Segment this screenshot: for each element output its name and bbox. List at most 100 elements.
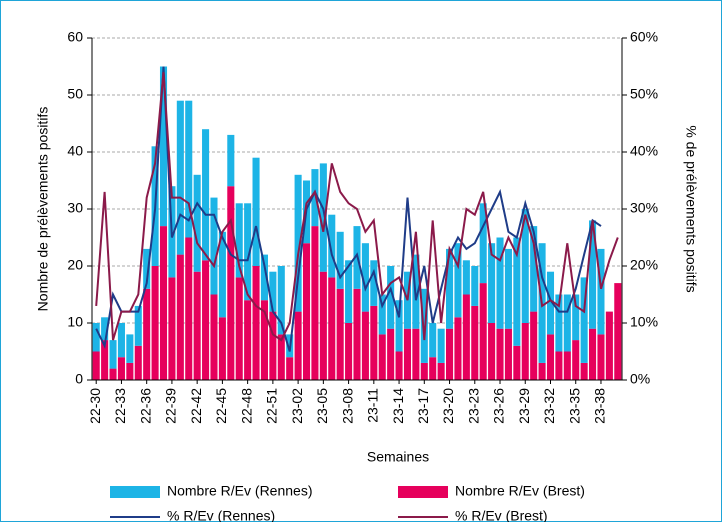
bar — [488, 243, 496, 323]
legend-label: % R/Ev (Rennes) — [167, 508, 275, 522]
bar — [420, 362, 428, 380]
bar — [336, 231, 344, 289]
bar — [614, 283, 622, 380]
bar — [387, 266, 395, 329]
y-tick-label: 60 — [67, 29, 83, 45]
y-tick-label: 10 — [67, 314, 83, 330]
bar — [294, 311, 302, 380]
bar — [589, 328, 597, 380]
x-tick-label: 23-35 — [566, 388, 582, 424]
bar — [513, 345, 521, 380]
bar — [563, 294, 571, 352]
bar — [387, 328, 395, 380]
bar — [134, 345, 142, 380]
bar — [538, 362, 546, 380]
bar — [605, 311, 613, 380]
bar — [277, 334, 285, 380]
bar — [462, 294, 470, 380]
x-tick-label: 22-42 — [188, 388, 204, 424]
bar — [546, 334, 555, 380]
bar — [513, 237, 521, 346]
x-tick-label: 23-32 — [541, 388, 557, 424]
bar — [462, 260, 470, 295]
x-tick-label: 23-38 — [592, 388, 608, 424]
bar — [109, 340, 117, 369]
bar — [269, 271, 277, 312]
y-tick-label: 30 — [67, 200, 83, 216]
line — [95, 72, 619, 342]
bar — [572, 294, 580, 341]
bar — [311, 226, 319, 380]
bar — [395, 300, 403, 352]
bar — [244, 300, 252, 380]
bar — [488, 323, 496, 380]
bar — [319, 163, 327, 272]
bar — [580, 277, 588, 363]
y2-axis-title: % de prélèvements positifs — [683, 125, 699, 292]
x-tick-label: 23-08 — [339, 388, 355, 424]
bar — [580, 362, 588, 380]
bar — [159, 66, 168, 227]
bar — [92, 351, 100, 380]
bar — [134, 305, 142, 346]
legend-label: Nombre R/Ev (Rennes) — [167, 483, 313, 499]
bar — [589, 220, 597, 329]
bar — [437, 362, 445, 380]
bar — [260, 254, 268, 301]
bar — [521, 323, 529, 380]
bar — [101, 317, 109, 341]
bar — [563, 351, 571, 380]
bar — [159, 226, 168, 380]
y-tick-label: 50 — [67, 86, 83, 102]
bar — [597, 334, 605, 380]
bar — [286, 357, 294, 380]
bar — [185, 100, 193, 238]
x-tick-label: 22-48 — [238, 388, 254, 424]
bar — [471, 266, 479, 306]
y2-tick-label: 60% — [630, 29, 658, 45]
bar — [597, 248, 605, 335]
bar — [555, 294, 563, 352]
bar — [210, 294, 218, 380]
x-tick-label: 22-36 — [137, 388, 153, 424]
x-tick-label: 23-02 — [289, 388, 305, 424]
bar — [429, 323, 437, 358]
bar — [244, 203, 252, 301]
y2-tick-label: 10% — [630, 314, 658, 330]
bar — [143, 288, 151, 380]
y-axis-title: Nombre de prélèvements positifs — [35, 107, 51, 312]
bar — [193, 174, 201, 272]
x-tick-label: 23-23 — [465, 388, 481, 424]
bar — [437, 328, 445, 363]
y2-tick-label: 0% — [630, 371, 650, 387]
y2-tick-label: 30% — [630, 200, 658, 216]
bar — [504, 248, 512, 329]
bar — [176, 100, 184, 255]
bar — [530, 311, 538, 380]
bar — [126, 362, 134, 380]
bar — [202, 260, 210, 380]
x-tick-label: 23-29 — [516, 388, 532, 424]
bar — [235, 277, 243, 380]
y2-tick-label: 40% — [630, 143, 658, 159]
bar — [328, 214, 336, 278]
bar — [235, 203, 243, 278]
legend-label: Nombre R/Ev (Brest) — [455, 483, 585, 499]
x-tick-label: 22-51 — [264, 388, 280, 424]
bar — [412, 328, 420, 380]
x-tick-label: 23-14 — [390, 388, 406, 424]
bar — [555, 351, 563, 380]
x-tick-label: 23-20 — [440, 388, 456, 424]
bar — [361, 311, 369, 380]
y2-tick-label: 50% — [630, 86, 658, 102]
bar — [302, 243, 311, 380]
y-tick-label: 20 — [67, 257, 83, 273]
bar — [496, 328, 504, 380]
bar — [252, 157, 260, 266]
x-tick-label: 23-05 — [314, 388, 330, 424]
legend-swatch — [110, 486, 160, 498]
bar — [345, 323, 353, 380]
x-axis-title: Semaines — [367, 449, 429, 465]
bar — [479, 283, 487, 380]
